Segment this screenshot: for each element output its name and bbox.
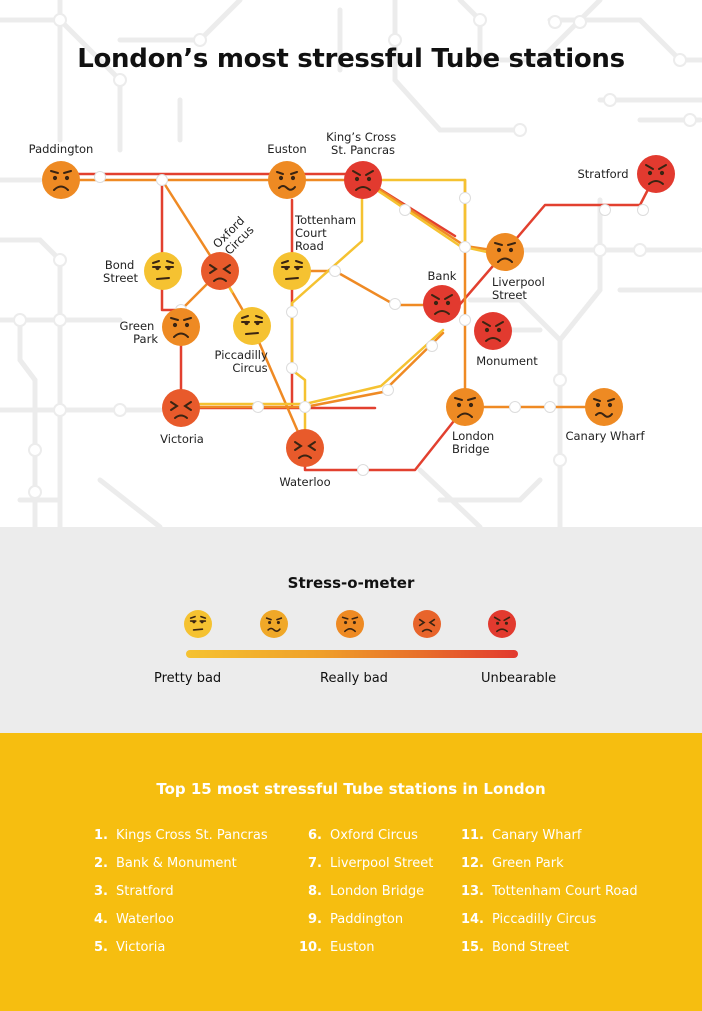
station-face-icon-london-bridge bbox=[446, 388, 484, 426]
station-label-euston: Euston bbox=[267, 142, 306, 156]
list-item-name: Oxford Circus bbox=[330, 828, 418, 843]
station-label-monument: Monument bbox=[476, 354, 538, 368]
list-title: Top 15 most stressful Tube stations in L… bbox=[156, 780, 546, 798]
list-item-name: Piccadilly Circus bbox=[492, 912, 597, 927]
meter-face-icon-4 bbox=[413, 610, 441, 638]
list-item: 15. Bond Street bbox=[458, 940, 569, 955]
tube-map: Paddington Euston King’s Cross St. Pancr… bbox=[0, 0, 702, 527]
list-item-name: Waterloo bbox=[116, 912, 174, 927]
list-item-rank: 11. bbox=[460, 828, 484, 843]
station-face-icon-canary-wharf bbox=[585, 388, 623, 426]
meter-face-icon-5 bbox=[488, 610, 516, 638]
list-item: 11. Canary Wharf bbox=[458, 828, 581, 843]
list-item-rank: 5. bbox=[94, 940, 108, 955]
list-item-rank: 12. bbox=[460, 856, 484, 871]
station-label-bank: Bank bbox=[428, 269, 457, 283]
station-face-icon-paddington bbox=[42, 161, 80, 199]
list-item: 4. Waterloo bbox=[86, 912, 174, 927]
list-item-rank: 4. bbox=[94, 912, 108, 927]
list-item-rank: 7. bbox=[308, 856, 322, 871]
station-face-icon-bank bbox=[423, 285, 461, 323]
stress-o-meter: Stress-o-meter Pretty bad Really bad Unb… bbox=[0, 527, 702, 733]
list-item-rank: 3. bbox=[94, 884, 108, 899]
list-item: 6. Oxford Circus bbox=[296, 828, 418, 843]
list-item-rank: 14. bbox=[460, 912, 484, 927]
list-item: 2. Bank & Monument bbox=[86, 856, 237, 871]
list-item-rank: 1. bbox=[94, 828, 108, 843]
meter-title: Stress-o-meter bbox=[287, 574, 415, 592]
stress-gradient-bar bbox=[186, 650, 518, 658]
station-label-liverpool-street: Liverpool Street bbox=[492, 275, 548, 302]
meter-label-really-bad: Really bad bbox=[320, 671, 388, 686]
list-item-name: Paddington bbox=[330, 912, 404, 927]
interchange-dots bbox=[94, 171, 649, 476]
meter-face-icon-3 bbox=[336, 610, 364, 638]
station-label-victoria: Victoria bbox=[160, 432, 204, 446]
list-item: 12. Green Park bbox=[458, 856, 564, 871]
station-face-icon-oxford-circus bbox=[201, 252, 239, 290]
list-item-rank: 13. bbox=[460, 884, 484, 899]
station-face-icon-liverpool-street bbox=[486, 233, 524, 271]
list-item-rank: 6. bbox=[308, 828, 322, 843]
list-item-name: Bank & Monument bbox=[116, 856, 237, 871]
list-item-name: Stratford bbox=[116, 884, 174, 899]
list-item-name: London Bridge bbox=[330, 884, 425, 899]
list-item-name: Liverpool Street bbox=[330, 856, 434, 871]
top-15-list: Top 15 most stressful Tube stations in L… bbox=[0, 733, 702, 1011]
meter-face-icon-1 bbox=[184, 610, 212, 638]
station-face-icon-waterloo bbox=[286, 429, 324, 467]
list-item-name: Victoria bbox=[116, 940, 166, 955]
list-item: 7. Liverpool Street bbox=[296, 856, 433, 871]
station-label-canary-wharf: Canary Wharf bbox=[565, 429, 645, 443]
list-item-rank: 10. bbox=[298, 940, 322, 955]
station-face-icon-tottenham-court-road bbox=[273, 252, 311, 290]
list-item-name: Euston bbox=[330, 940, 375, 955]
list-item: 3. Stratford bbox=[86, 884, 174, 899]
list-item-name: Bond Street bbox=[492, 940, 569, 955]
meter-face-icon-2 bbox=[260, 610, 288, 638]
station-label-green-park: Green Park bbox=[120, 319, 159, 346]
station-face-icon-king-s-cross-st-pancras bbox=[344, 161, 382, 199]
list-item: 13. Tottenham Court Road bbox=[458, 884, 638, 899]
meter-label-pretty-bad: Pretty bad bbox=[154, 671, 222, 686]
station-face-icon-victoria bbox=[162, 389, 200, 427]
list-item-name: Canary Wharf bbox=[492, 828, 582, 843]
station-face-icon-piccadilly-circus bbox=[233, 307, 271, 345]
station-face-icon-green-park bbox=[162, 308, 200, 346]
list-item-rank: 9. bbox=[308, 912, 322, 927]
list-item-name: Tottenham Court Road bbox=[492, 884, 638, 899]
station-label-waterloo: Waterloo bbox=[279, 475, 330, 489]
meter-label-unbearable: Unbearable bbox=[481, 671, 557, 686]
station-faces bbox=[42, 155, 675, 467]
station-face-icon-monument bbox=[474, 312, 512, 350]
station-face-icon-stratford bbox=[637, 155, 675, 193]
list-item: 10. Euston bbox=[296, 940, 375, 955]
list-item-rank: 8. bbox=[308, 884, 322, 899]
station-label-london-bridge: London Bridge bbox=[452, 429, 498, 456]
station-label-kings-cross: King’s Cross St. Pancras bbox=[326, 130, 400, 157]
list-item-name: Kings Cross St. Pancras bbox=[116, 828, 268, 843]
page-title: London’s most stressful Tube stations bbox=[77, 44, 625, 74]
list-item-name: Green Park bbox=[492, 856, 564, 871]
station-face-icon-bond-street bbox=[144, 252, 182, 290]
station-labels: Paddington Euston King’s Cross St. Pancr… bbox=[29, 130, 646, 489]
station-label-piccadilly-circus: Piccadilly Circus bbox=[215, 348, 272, 375]
station-label-bond-street: Bond Street bbox=[103, 258, 138, 285]
list-item-rank: 2. bbox=[94, 856, 108, 871]
list-item: 8. London Bridge bbox=[296, 884, 424, 899]
station-label-paddington: Paddington bbox=[29, 142, 94, 156]
list-item-rank: 15. bbox=[460, 940, 484, 955]
list-item: 5. Victoria bbox=[86, 940, 165, 955]
station-label-stratford: Stratford bbox=[577, 167, 628, 181]
list-item: 1. Kings Cross St. Pancras bbox=[86, 828, 268, 843]
meter-faces bbox=[184, 610, 516, 638]
station-label-tottenham-court-road: Tottenham Court Road bbox=[294, 213, 360, 253]
list-item: 9. Paddington bbox=[296, 912, 403, 927]
station-face-icon-euston bbox=[268, 161, 306, 199]
list-item: 14. Piccadilly Circus bbox=[458, 912, 596, 927]
